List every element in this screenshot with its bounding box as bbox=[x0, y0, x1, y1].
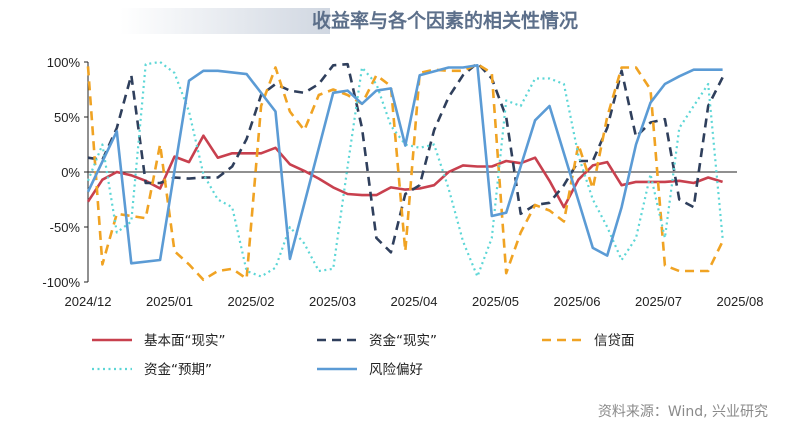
title-decoration bbox=[120, 8, 330, 34]
series-layer bbox=[86, 60, 724, 282]
x-tick-label: 2025/07 bbox=[635, 294, 682, 309]
y-tick-label: 50% bbox=[54, 110, 80, 125]
x-tick-label: 2025/01 bbox=[146, 294, 193, 309]
legend-label-funds_expect: 资金“预期” bbox=[144, 362, 212, 378]
legend-label-risk: 风险偏好 bbox=[369, 362, 423, 378]
y-tick-label: -50% bbox=[50, 220, 81, 235]
chart-title: 收益率与各个因素的相关性情况 bbox=[312, 10, 579, 32]
legend-label-funds_real: 资金“现实” bbox=[369, 333, 437, 349]
y-tick-label: 0% bbox=[61, 165, 80, 180]
y-tick-label: 100% bbox=[47, 55, 81, 70]
y-tick-label: -100% bbox=[42, 275, 80, 290]
series-line-risk bbox=[86, 64, 723, 265]
legend-label-fundamental: 基本面“现实” bbox=[144, 332, 226, 349]
x-tick-label: 2025/05 bbox=[472, 294, 519, 309]
source-note: 资料来源：Wind, 兴业研究 bbox=[597, 404, 768, 420]
x-tick-label: 2025/02 bbox=[228, 294, 275, 309]
x-tick-label: 2025/08 bbox=[717, 294, 764, 309]
x-tick-label: 2025/03 bbox=[309, 294, 356, 309]
x-tick-label: 2025/06 bbox=[554, 294, 601, 309]
x-tick-label: 2024/12 bbox=[65, 294, 112, 309]
legend-label-credit: 信贷面 bbox=[594, 333, 635, 349]
axes: 100% 50% 0% -50% -100% 2024/12 2025/01 2025/02 2… bbox=[42, 55, 763, 309]
series-line-funds_real bbox=[87, 61, 724, 254]
x-tick-label: 2025/04 bbox=[391, 294, 438, 309]
series-line-fundamental bbox=[86, 134, 723, 209]
